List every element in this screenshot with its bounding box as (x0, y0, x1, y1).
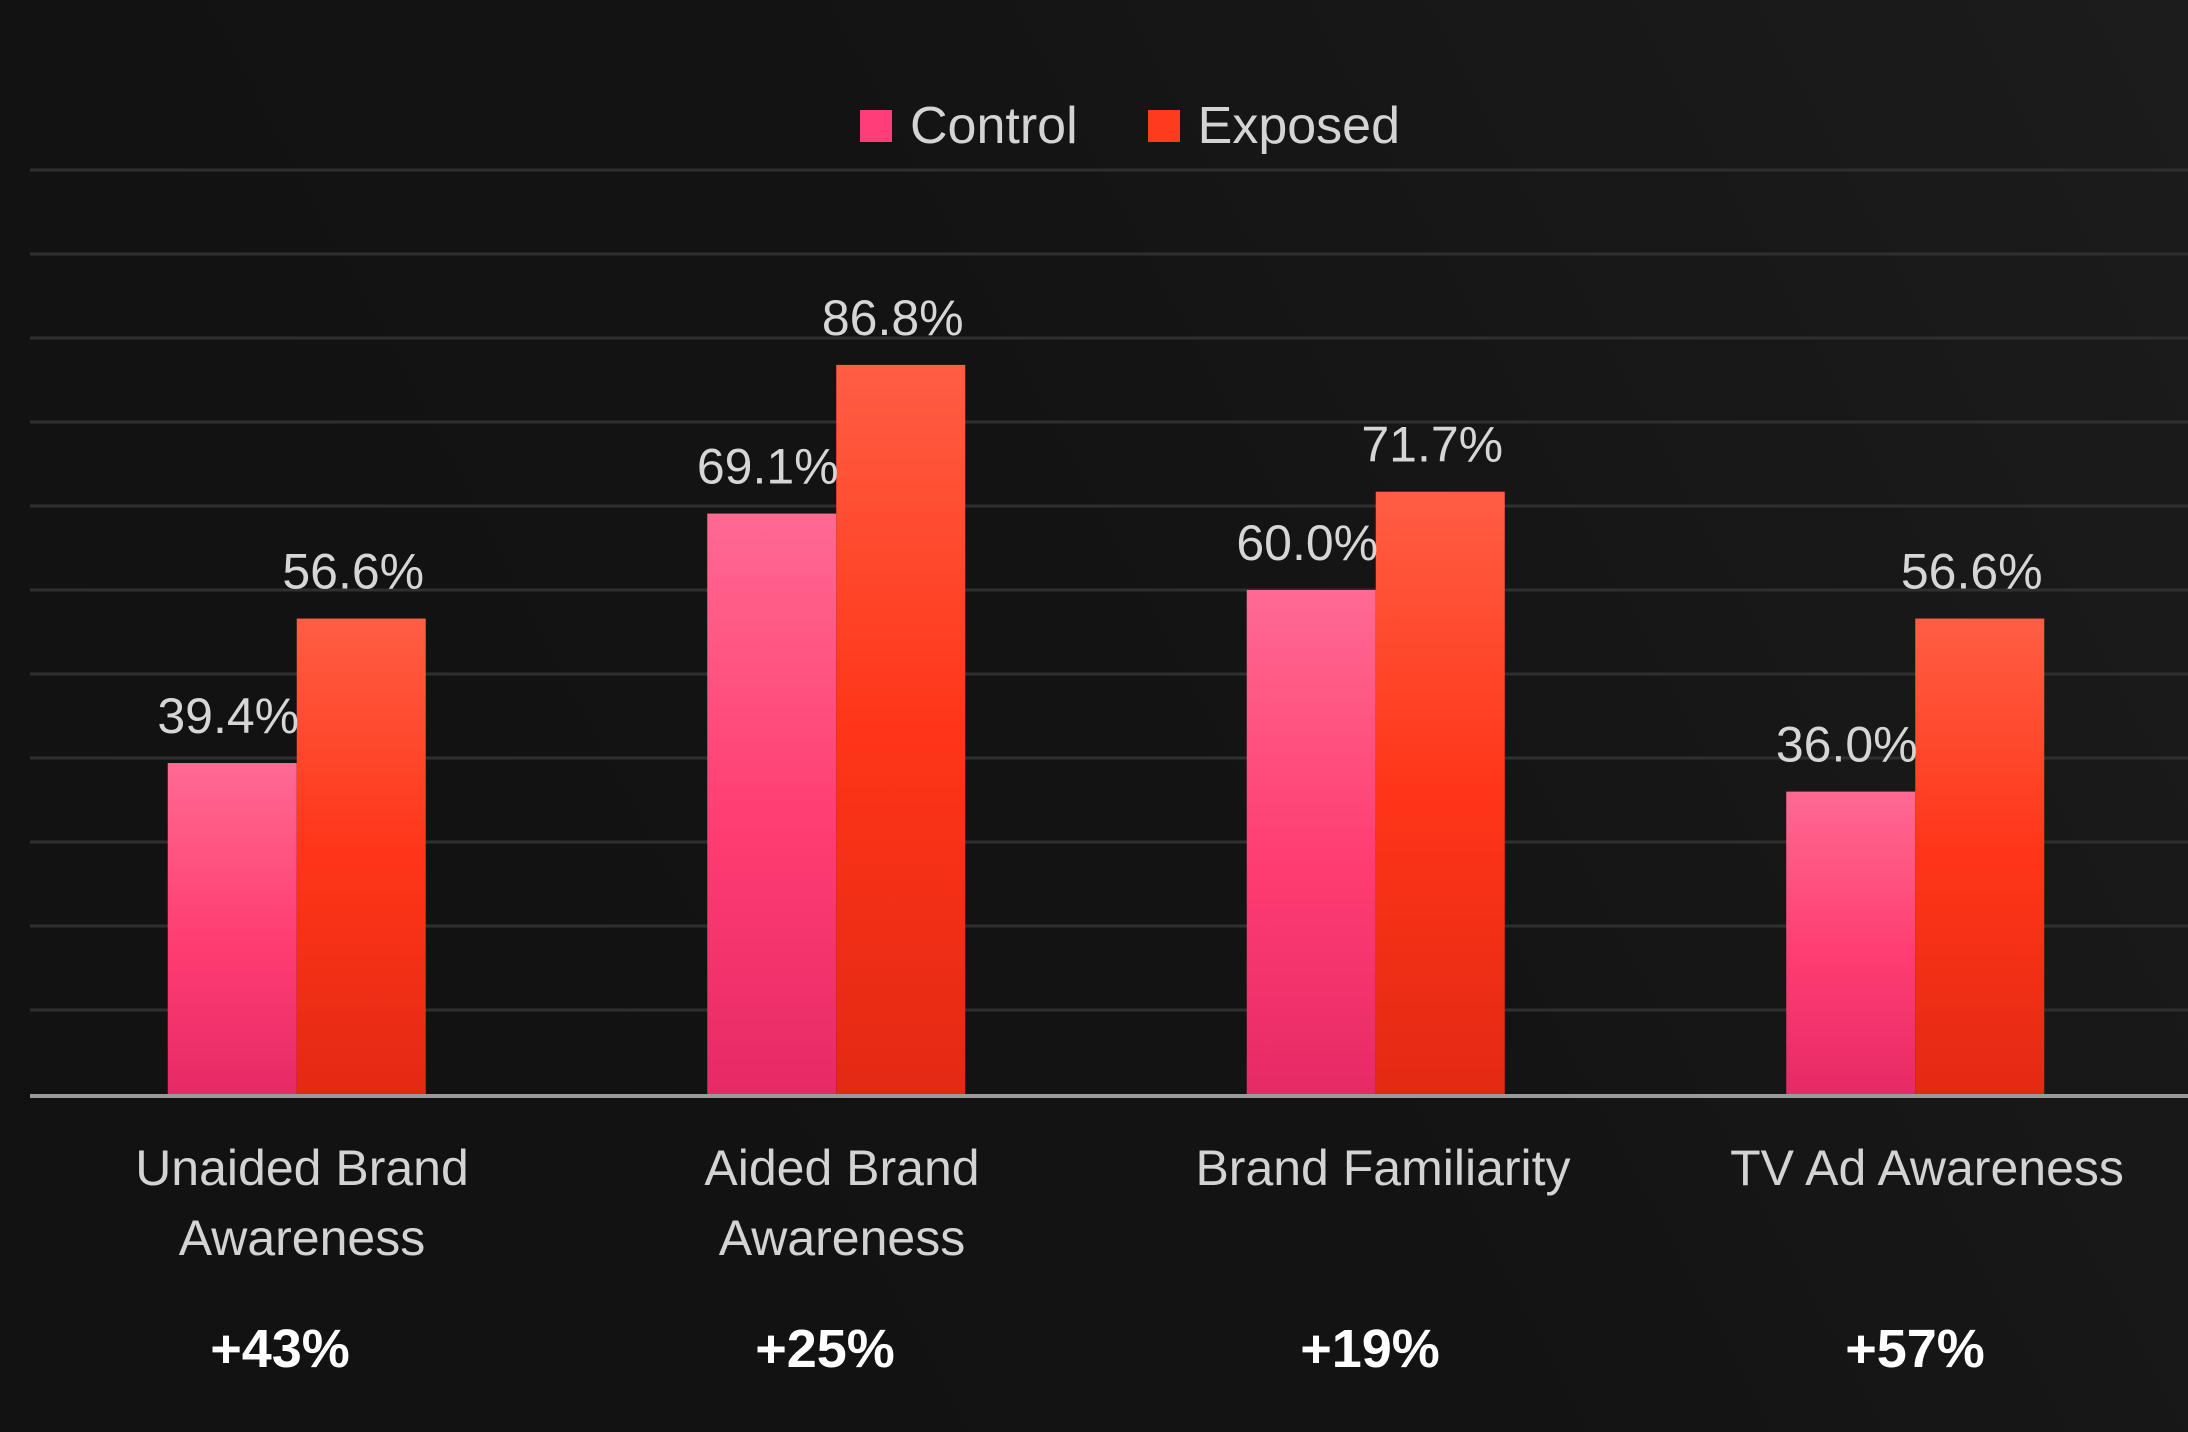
lift-label: +19% (1300, 1319, 1440, 1379)
legend-label-control: Control (910, 97, 1078, 155)
category-label: Aided Brand Awareness (704, 1140, 980, 1266)
value-labels: 39.4% 56.6% 69.1% 86.8% 60.0% 71.7% 36.0% 56.6% (157, 290, 2042, 773)
legend-swatch-control (860, 110, 892, 142)
data-label-control: 60.0% (1236, 515, 1378, 571)
bar-exposed (1375, 491, 1505, 1095)
data-label-control: 69.1% (697, 439, 839, 495)
data-label-control: 39.4% (157, 688, 299, 744)
bar-exposed (836, 364, 966, 1094)
bar-exposed (1915, 618, 2045, 1094)
category-label: Brand Familiarity (1195, 1140, 1571, 1196)
lift-label: +25% (755, 1319, 895, 1379)
bar-control (707, 513, 837, 1094)
data-label-exposed: 56.6% (282, 544, 424, 600)
data-label-exposed: 56.6% (1901, 544, 2043, 600)
legend-item-exposed: Exposed (1147, 96, 1401, 156)
bar-control (1246, 590, 1376, 1094)
category-label: Unaided Brand Awareness (135, 1140, 469, 1266)
lift-label: +43% (210, 1319, 350, 1379)
legend-item-control: Control (860, 96, 1078, 156)
data-label-control: 36.0% (1776, 717, 1918, 773)
lift-label: +57% (1845, 1319, 1985, 1379)
data-label-exposed: 86.8% (822, 290, 964, 346)
bar-control (167, 763, 297, 1094)
bars (167, 364, 2045, 1095)
bar-control (1786, 791, 1916, 1094)
data-label-exposed: 71.7% (1361, 417, 1503, 473)
legend-label-exposed: Exposed (1197, 97, 1401, 155)
legend: Control Exposed (860, 96, 1470, 156)
bar-exposed (296, 618, 426, 1094)
legend-swatch-exposed (1147, 110, 1180, 142)
category-label: TV Ad Awareness (1730, 1140, 2124, 1196)
